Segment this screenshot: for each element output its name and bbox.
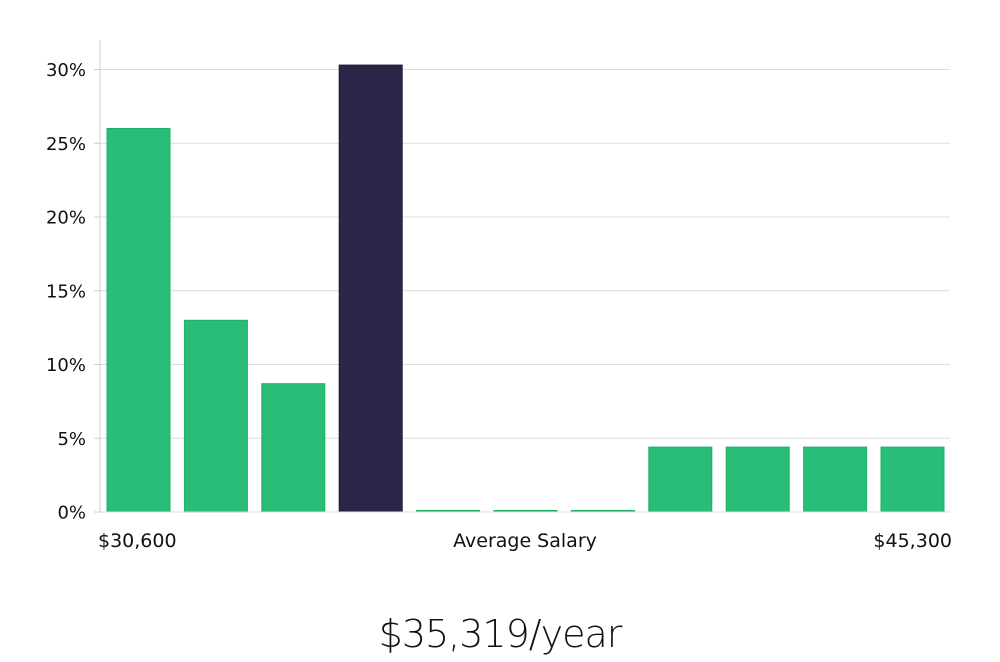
bar [106,128,171,513]
y-tick-label: 5% [57,429,86,450]
y-tick-label: 15% [46,281,86,302]
y-tick-label: 25% [46,134,86,155]
salary-histogram: 0% 5% 10% 15% 20% 25% 30% $30,600 Average Sala… [46,40,952,552]
x-max-label: $45,300 [873,530,952,552]
y-tick-label: 0% [57,503,86,524]
bar [648,446,713,513]
y-tick-label: 20% [46,208,86,229]
bar [880,446,945,513]
axes [94,40,950,513]
bars [106,64,945,513]
bar [183,319,248,513]
x-min-label: $30,600 [98,530,177,552]
bar [803,446,868,513]
average-salary-summary: $35,319/year [378,612,623,656]
bar [261,383,326,513]
x-axis-title: Average Salary [453,530,597,552]
y-tick-labels: 0% 5% 10% 15% 20% 25% 30% [46,60,86,524]
bar-highlighted [338,64,403,513]
y-tick-label: 30% [46,60,86,81]
bar [725,446,790,513]
y-tick-label: 10% [46,355,86,376]
